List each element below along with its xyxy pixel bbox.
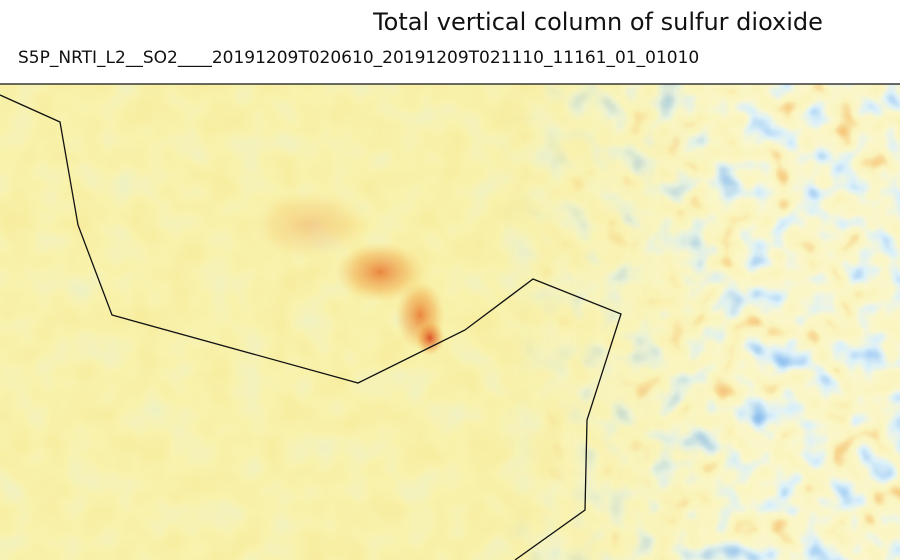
border-line (0, 94, 622, 560)
so2-field (0, 84, 900, 560)
map-subtitle: S5P_NRTI_L2__SO2____20191209T020610_2019… (18, 48, 699, 68)
map-title: Total vertical column of sulfur dioxide (372, 8, 823, 36)
